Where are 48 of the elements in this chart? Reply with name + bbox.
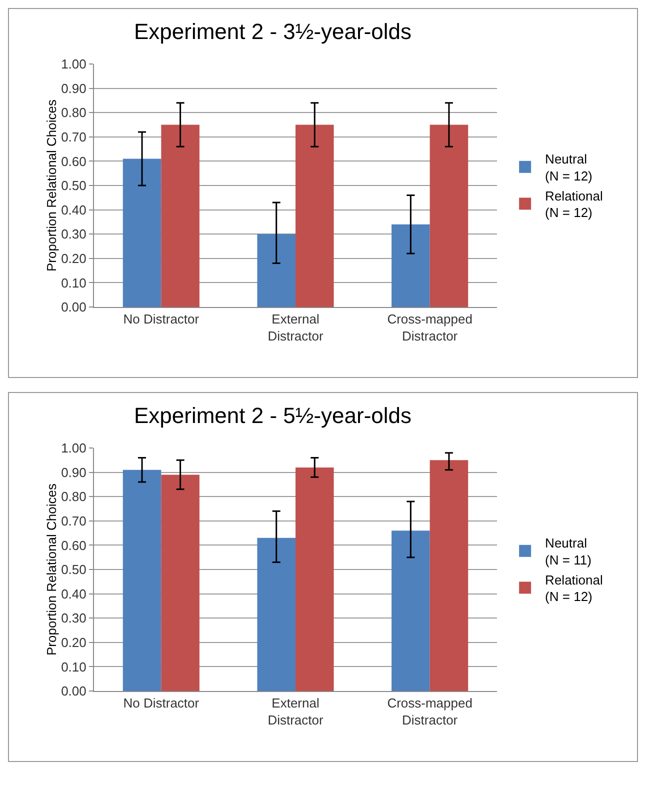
y-tick-label: 1.00 (61, 56, 86, 72)
x-tick-label: External Distractor (268, 312, 324, 344)
y-axis-title: Proportion Relational Choices (44, 99, 60, 272)
y-tick-label: 0.60 (61, 538, 86, 553)
x-tick-label: Cross-mapped Distractor (387, 312, 472, 344)
bar (430, 460, 468, 691)
y-tick-label: 0.90 (61, 464, 86, 480)
bar (296, 467, 334, 691)
bar (122, 158, 162, 307)
x-tick-label: No Distractor (123, 696, 200, 711)
y-tick-label: 0.30 (61, 226, 86, 242)
bar (392, 530, 430, 691)
y-tick-label: 0.80 (61, 489, 86, 504)
y-tick-label: 0.40 (61, 202, 86, 218)
bar (161, 124, 200, 307)
y-tick-label: 0.60 (61, 154, 86, 169)
x-tick-label: External Distractor (268, 696, 324, 728)
y-axis-title: Proportion Relational Choices (44, 483, 60, 656)
legend-label: Relational (N = 12) (545, 188, 603, 220)
x-tick-label: Cross-mapped Distractor (387, 696, 472, 728)
y-tick-label: 0.50 (61, 178, 86, 194)
bar (122, 470, 162, 691)
chart-title: Experiment 2 - 3½-year-olds (134, 19, 412, 44)
y-tick-label: 0.30 (61, 610, 86, 626)
y-tick-label: 0.80 (61, 105, 86, 120)
legend-label: Relational (N = 12) (545, 572, 603, 604)
y-tick-label: 0.20 (61, 634, 86, 650)
bar (296, 124, 334, 307)
bar (161, 474, 200, 691)
y-tick-label: 0.00 (61, 300, 86, 315)
y-tick-label: 0.10 (61, 659, 86, 674)
bar (257, 234, 296, 307)
bar (430, 124, 468, 307)
y-tick-label: 0.70 (61, 129, 86, 144)
y-tick-label: 0.90 (61, 80, 86, 96)
y-tick-label: 1.00 (61, 440, 86, 456)
y-tick-label: 0.50 (61, 562, 86, 578)
x-tick-label: No Distractor (123, 312, 200, 327)
legend-label: Neutral (N = 11) (545, 536, 592, 568)
y-tick-label: 0.00 (61, 684, 86, 699)
y-tick-label: 0.10 (61, 275, 86, 290)
bar (392, 224, 430, 307)
chart-title: Experiment 2 - 5½-year-olds (134, 403, 412, 428)
y-tick-label: 0.70 (61, 513, 86, 528)
bar (257, 538, 296, 691)
y-tick-label: 0.40 (61, 586, 86, 602)
y-tick-label: 0.20 (61, 250, 86, 266)
legend-label: Neutral (N = 12) (545, 152, 592, 184)
